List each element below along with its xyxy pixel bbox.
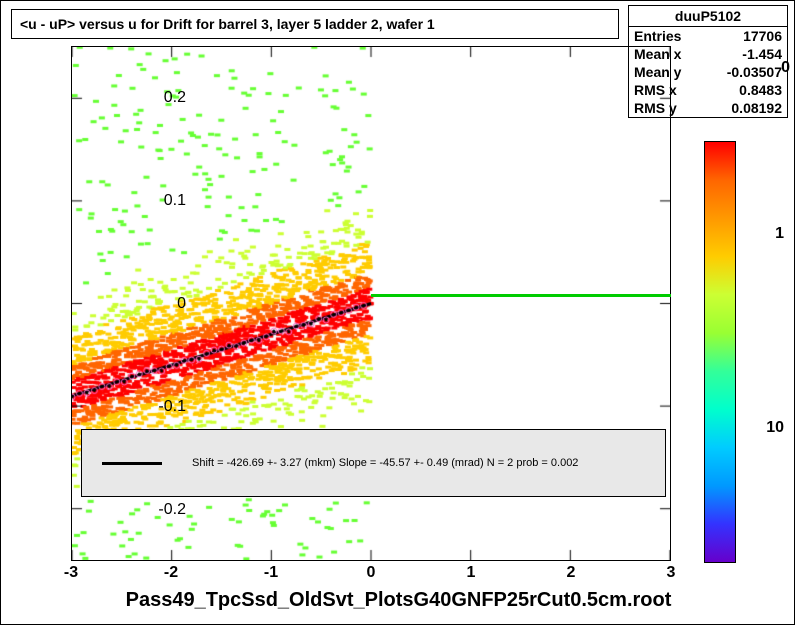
y-tick-label: 0.2: [164, 89, 186, 107]
y-tick-label: -0.1: [158, 398, 186, 416]
y-tick-label: -0.2: [158, 501, 186, 519]
stats-value: 0.8483: [739, 82, 782, 98]
stats-value: -0.03507: [727, 64, 782, 80]
colorbar-tick: 1: [775, 225, 784, 243]
stats-value: 17706: [743, 28, 782, 44]
x-tick-label: 0: [367, 564, 376, 582]
profile-green-line: [371, 294, 671, 297]
colorbar-extra-label: 0: [781, 59, 790, 77]
fit-legend-box: Shift = -426.69 +- 3.27 (mkm) Slope = -4…: [81, 429, 666, 497]
plot-title: <u - uP> versus u for Drift for barrel 3…: [11, 9, 619, 39]
colorbar: [704, 141, 736, 563]
colorbar-tick: 10: [766, 419, 784, 437]
file-label: Pass49_TpcSsd_OldSvt_PlotsG40GNFP25rCut0…: [1, 589, 795, 612]
stats-value: -1.454: [742, 46, 782, 62]
chart-container: <u - uP> versus u for Drift for barrel 3…: [0, 0, 795, 625]
y-tick-label: 0.1: [164, 192, 186, 210]
stats-row-entries: Entries 17706: [629, 27, 787, 45]
fit-legend-text: Shift = -426.69 +- 3.27 (mkm) Slope = -4…: [192, 457, 578, 469]
stats-name: duuP5102: [629, 6, 787, 27]
x-tick-label: 3: [667, 564, 676, 582]
y-tick-label: 0: [177, 295, 186, 313]
x-tick-label: -1: [264, 564, 278, 582]
x-tick-label: 2: [567, 564, 576, 582]
x-tick-label: 1: [467, 564, 476, 582]
x-tick-label: -3: [64, 564, 78, 582]
stats-label: Entries: [634, 28, 681, 44]
x-tick-label: -2: [164, 564, 178, 582]
stats-value: 0.08192: [731, 100, 782, 116]
fit-legend-line: [102, 462, 162, 465]
